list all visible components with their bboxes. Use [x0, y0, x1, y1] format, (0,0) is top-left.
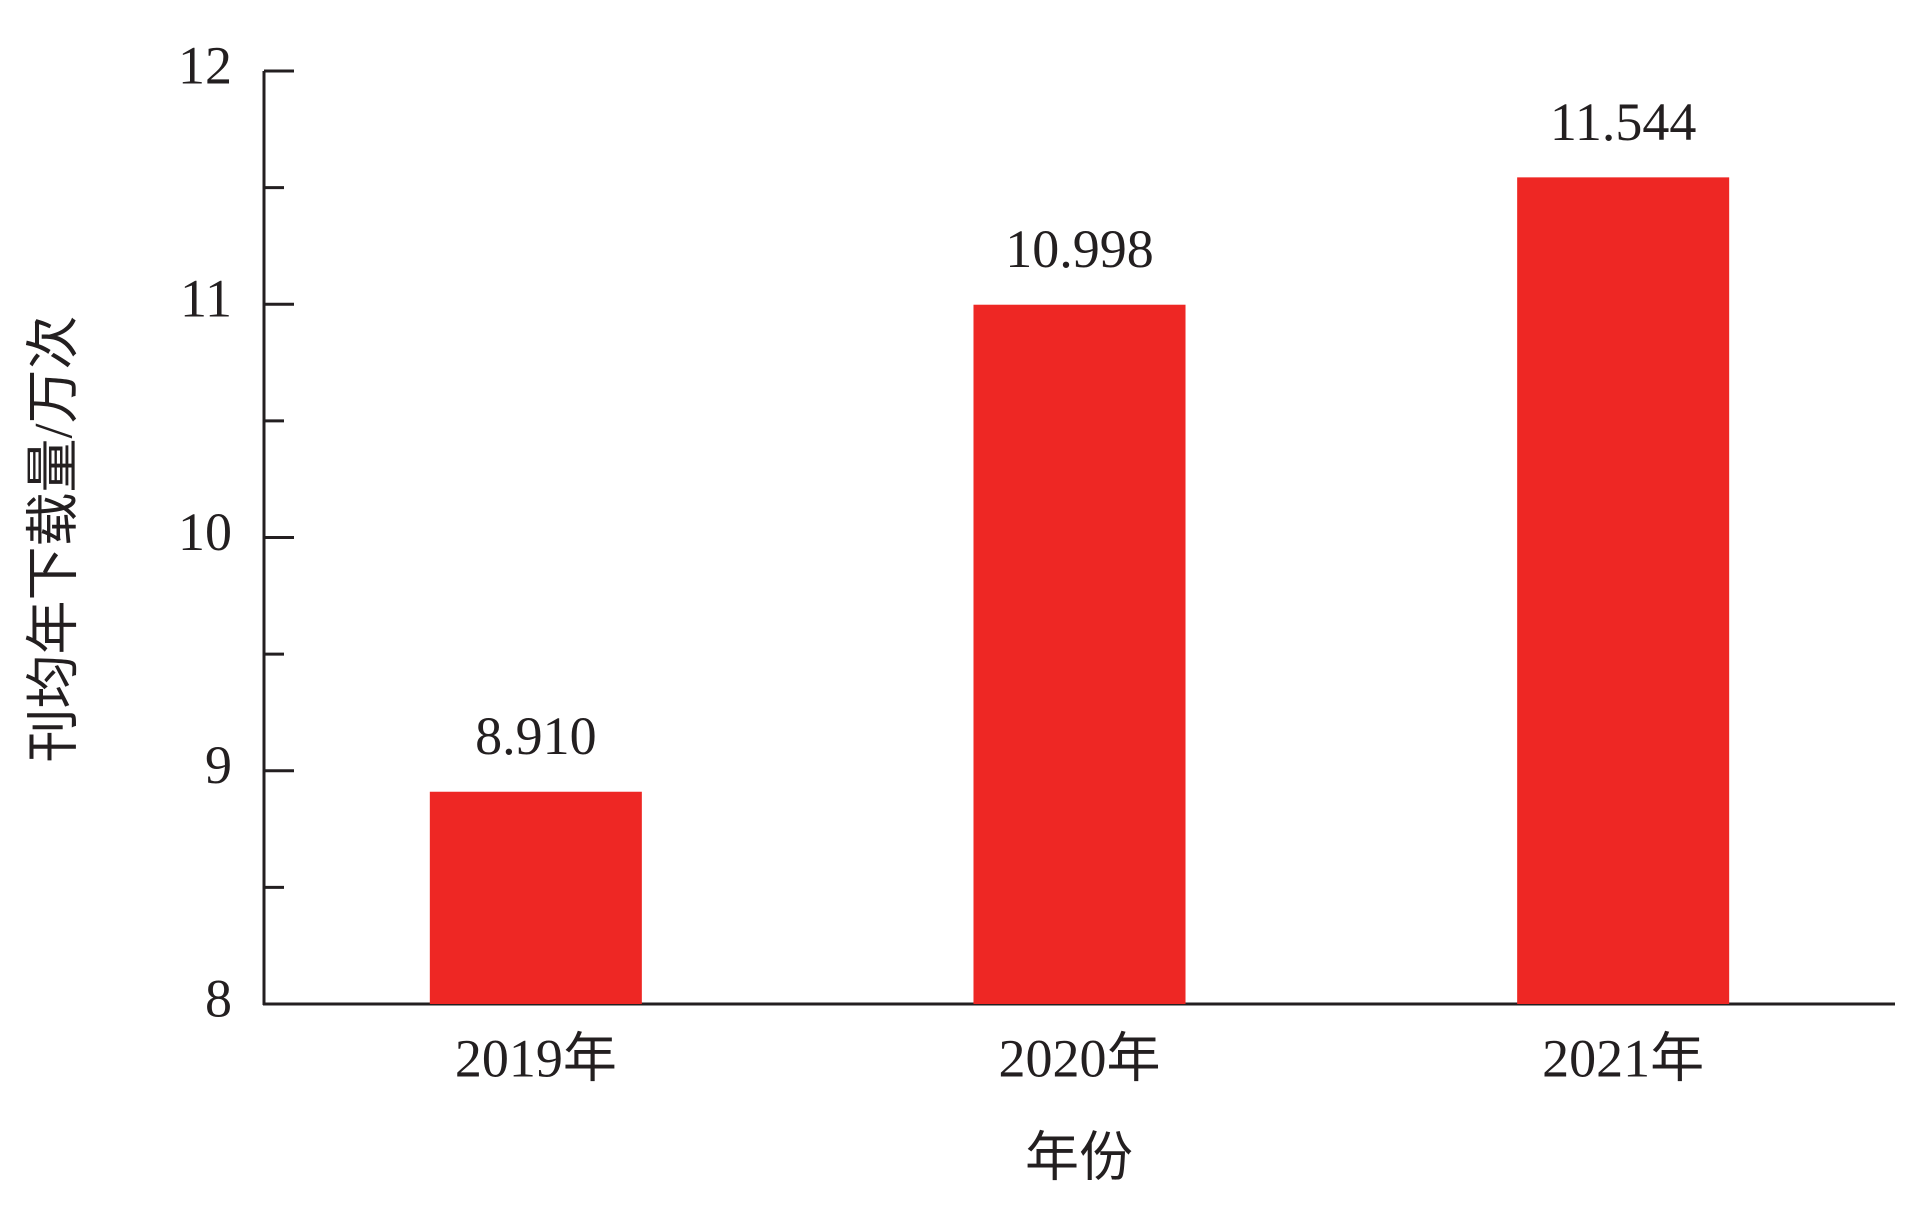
x-tick-label: 2021年	[1542, 1028, 1704, 1088]
bar	[1517, 177, 1730, 1004]
x-axis-title: 年份	[1025, 1127, 1133, 1187]
y-tick-label: 9	[205, 735, 232, 795]
y-axis-title: 刊均年下载量/万次	[23, 315, 83, 762]
y-tick-label: 11	[180, 269, 232, 329]
y-tick-label: 10	[178, 502, 232, 562]
x-tick-label: 2019年	[455, 1028, 617, 1088]
value-label: 11.544	[1550, 92, 1697, 152]
x-tick-label: 2020年	[999, 1028, 1161, 1088]
value-label: 8.910	[475, 706, 597, 766]
bar	[973, 304, 1186, 1004]
bar	[429, 791, 642, 1004]
y-tick-label: 8	[205, 968, 232, 1028]
y-tick-label: 12	[178, 35, 232, 95]
value-label: 10.998	[1005, 219, 1154, 279]
